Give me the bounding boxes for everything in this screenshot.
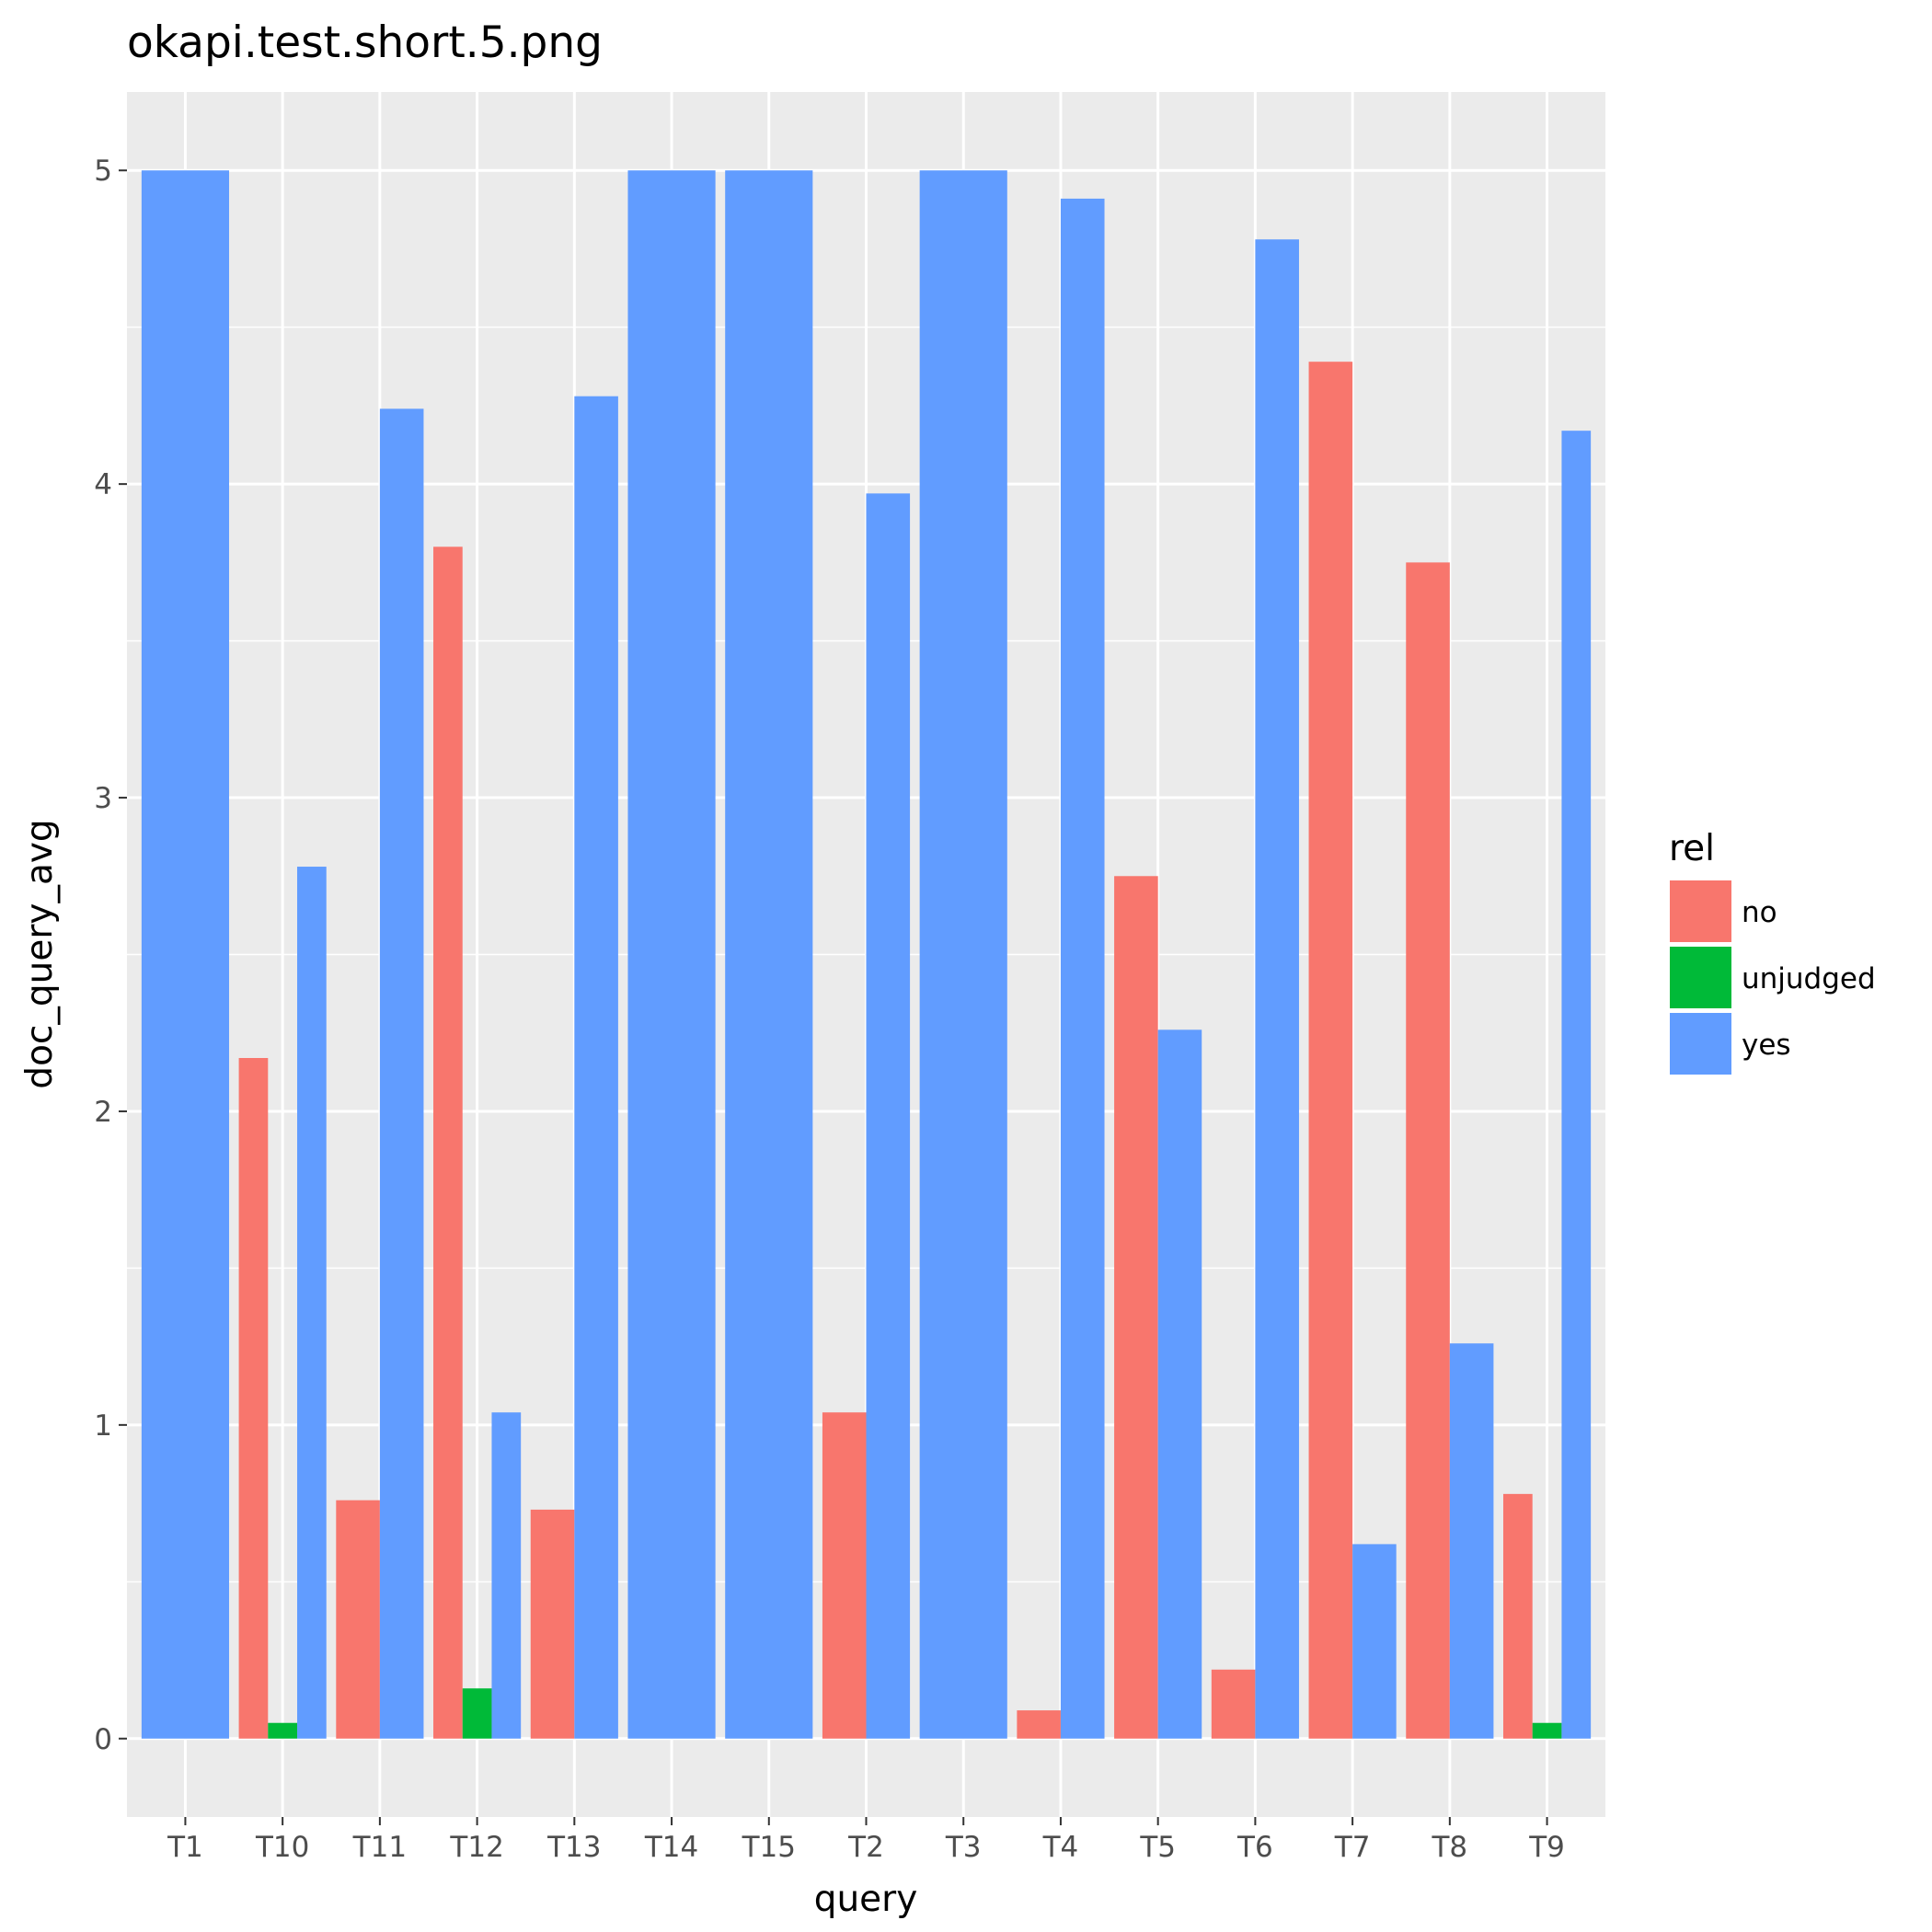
bar-T8-no xyxy=(1406,562,1450,1739)
x-tick-label: T3 xyxy=(945,1831,982,1864)
chart-title: okapi.test.short.5.png xyxy=(127,17,603,68)
bar-T4-no xyxy=(1017,1710,1061,1739)
y-tick-label: 2 xyxy=(94,1096,112,1129)
bar-T13-no xyxy=(530,1509,575,1739)
legend-key-no xyxy=(1670,880,1731,942)
bar-T15-yes xyxy=(725,170,813,1739)
x-tick-label: T6 xyxy=(1236,1831,1273,1864)
x-axis-ticks: T1 T10 T11 T12 T13 T14 T15 T2 T3 T4 T5 T6 T7 T8 T9 xyxy=(167,1817,1565,1864)
x-tick-label: T10 xyxy=(255,1831,309,1864)
x-axis-title: query xyxy=(814,1879,918,1920)
legend-label-no: no xyxy=(1742,896,1777,929)
x-tick-label: T11 xyxy=(352,1831,407,1864)
bar-T11-no xyxy=(336,1500,380,1739)
bar-T5-yes xyxy=(1157,1029,1202,1739)
y-tick-label: 4 xyxy=(94,468,112,501)
bar-T2-no xyxy=(822,1412,867,1739)
bar-T13-yes xyxy=(574,396,618,1739)
bar-T10-yes xyxy=(297,867,327,1739)
x-tick-label: T14 xyxy=(644,1831,698,1864)
y-axis-ticks: 0 1 2 3 4 5 xyxy=(94,155,127,1756)
legend-key-yes xyxy=(1670,1013,1731,1075)
bar-T11-yes xyxy=(379,408,424,1739)
y-tick-label: 5 xyxy=(94,155,112,188)
bar-T10-unjudged xyxy=(268,1722,298,1739)
bar-T12-unjudged xyxy=(462,1688,492,1739)
x-tick-label: T8 xyxy=(1432,1831,1468,1864)
y-tick-label: 3 xyxy=(94,782,112,815)
bar-T12-yes xyxy=(491,1412,522,1739)
bar-T4-yes xyxy=(1060,198,1105,1739)
bar-T7-yes xyxy=(1352,1544,1397,1739)
x-tick-label: T5 xyxy=(1139,1831,1176,1864)
x-tick-label: T4 xyxy=(1042,1831,1079,1864)
bar-T14-yes xyxy=(627,170,716,1739)
bar-T6-no xyxy=(1211,1669,1256,1739)
bar-T12-no xyxy=(433,546,463,1739)
bar-T9-unjudged xyxy=(1532,1722,1562,1739)
x-tick-label: T2 xyxy=(847,1831,884,1864)
bar-T7-no xyxy=(1308,362,1353,1739)
legend-label-yes: yes xyxy=(1742,1029,1791,1062)
bar-T3-yes xyxy=(919,170,1007,1739)
bar-T10-no xyxy=(238,1058,269,1739)
x-tick-label: T9 xyxy=(1528,1831,1565,1864)
x-tick-label: T1 xyxy=(167,1831,203,1864)
y-axis-title: doc_query_avg xyxy=(19,819,61,1088)
x-tick-label: T15 xyxy=(742,1831,796,1864)
bar-T8-yes xyxy=(1449,1343,1494,1739)
x-tick-label: T7 xyxy=(1334,1831,1371,1864)
x-tick-label: T13 xyxy=(546,1831,601,1864)
legend-title: rel xyxy=(1669,828,1715,869)
bar-T1-yes xyxy=(141,170,230,1739)
bar-T9-yes xyxy=(1561,431,1592,1739)
bar-T5-no xyxy=(1114,876,1158,1739)
bar-T6-yes xyxy=(1255,239,1299,1739)
y-tick-label: 1 xyxy=(94,1409,112,1443)
legend-label-unjudged: unjudged xyxy=(1742,962,1876,995)
y-tick-label: 0 xyxy=(94,1723,112,1756)
x-tick-label: T12 xyxy=(449,1831,503,1864)
legend-key-unjudged xyxy=(1670,947,1731,1008)
bar-T2-yes xyxy=(866,493,911,1739)
legend: rel no unjudged yes xyxy=(1669,828,1876,1075)
bars xyxy=(141,170,1592,1739)
bar-T9-no xyxy=(1502,1493,1533,1739)
